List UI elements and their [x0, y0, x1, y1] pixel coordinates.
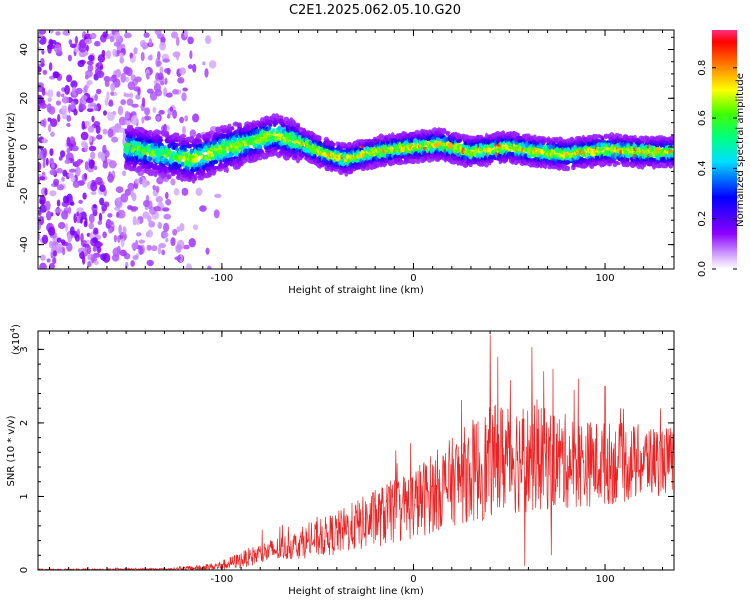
y-tick-label: 0	[19, 567, 30, 573]
y-tick-label: 1	[19, 493, 30, 499]
colorbar-tick-label: 0.0	[697, 261, 708, 277]
snr-x-label: Height of straight line (km)	[288, 586, 424, 597]
figure-title: C2E1.2025.062.05.10.G20	[289, 3, 461, 18]
x-tick-label: 0	[410, 273, 416, 284]
x-tick-label: 100	[595, 273, 614, 284]
x-tick-label: -100	[211, 574, 234, 585]
y-tick-label: 20	[19, 92, 30, 105]
y-tick-label: 0	[19, 144, 30, 150]
spectrogram-y-label: Frequency (Hz)	[6, 112, 17, 188]
colorbar-gradient	[712, 30, 737, 269]
snr-scale-note: (x104)	[9, 324, 22, 355]
x-tick-label: 100	[595, 574, 614, 585]
colorbar-tick-label: 0.8	[697, 60, 708, 76]
y-tick-label: 3	[19, 346, 30, 352]
x-tick-label: -100	[211, 273, 234, 284]
snr-ticks: -100 0 100 0 1 2 3	[19, 331, 674, 585]
spectrogram-ticks: -100 0 100 -40 -20 0 20 40	[19, 30, 674, 284]
snr-y-label: SNR (10 * v/v)	[6, 415, 17, 486]
colorbar-tick-label: 0.4	[697, 160, 708, 176]
snr-series-line	[38, 334, 674, 570]
snr-panel: -100 0 100 0 1 2 3 Height of straight line (km…	[6, 324, 675, 597]
y-tick-label: 40	[19, 43, 30, 56]
x-tick-label: 0	[410, 574, 416, 585]
y-tick-label: 2	[19, 420, 30, 426]
colorbar-tick-label: 0.6	[697, 110, 708, 126]
colorbar-tick-label: 0.2	[697, 211, 708, 227]
colorbar-label: Normalized spectral amplitude	[735, 73, 746, 227]
colorbar: 0.0 0.2 0.4 0.6 0.8 Normalized spectral ampl…	[697, 30, 746, 277]
spectrogram-x-label: Height of straight line (km)	[288, 285, 424, 296]
y-tick-label: -20	[19, 188, 30, 204]
spectrogram-heatmap	[38, 30, 674, 269]
spectrogram-panel: -100 0 100 -40 -20 0 20 40 Height of straight l…	[6, 29, 675, 296]
y-tick-label: -40	[19, 236, 30, 252]
colorbar-ticks: 0.0 0.2 0.4 0.6 0.8	[697, 60, 737, 277]
